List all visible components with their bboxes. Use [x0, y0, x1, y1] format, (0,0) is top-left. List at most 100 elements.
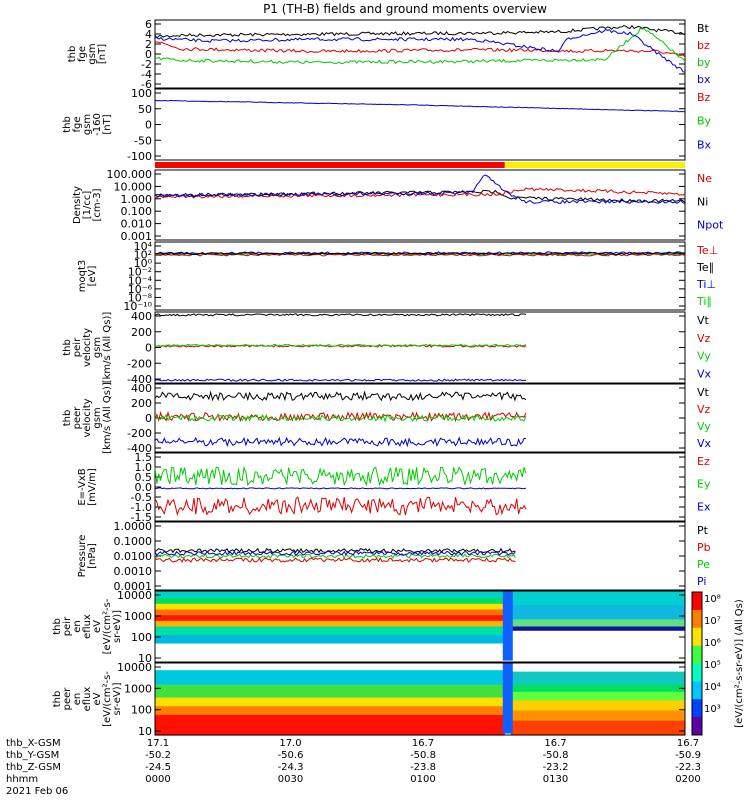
y-tick-label: 200 — [131, 397, 152, 410]
panel-frame — [154, 311, 686, 384]
y-tick-label: 100 — [131, 704, 152, 717]
y-axis-label: E=-VxB — [77, 468, 88, 505]
series-Ez — [154, 496, 527, 517]
y-axis-label: peer — [62, 687, 73, 711]
y-tick-label: 0.5 — [135, 471, 153, 484]
x-tick-value: 0200 — [675, 774, 700, 785]
y-tick-label: 0.0001 — [114, 580, 153, 593]
spectrogram — [155, 663, 685, 736]
y-tick-label: 10 — [138, 652, 152, 665]
y-axis-label: thb — [62, 339, 73, 356]
y-axis-label: fge — [72, 116, 83, 132]
series-Ex — [154, 487, 527, 490]
y-tick-label: 4 — [145, 28, 152, 41]
x-tick-value: 16.7 — [677, 738, 699, 749]
y-tick-label: -50 — [134, 134, 152, 147]
x-tick-value: 17.0 — [279, 738, 301, 749]
y-axis-label: -160 — [92, 113, 103, 136]
series-Vz — [154, 344, 527, 348]
y-tick-label: -400 — [127, 442, 152, 455]
legend-Vt: Vt — [697, 386, 710, 399]
transition-band — [502, 591, 513, 661]
y-tick-label: -200 — [127, 427, 152, 440]
legend-Te∥: Te∥ — [696, 261, 714, 274]
legend-bz: bz — [697, 39, 710, 52]
legend-Vx: Vx — [697, 367, 712, 380]
legend-Ti⊥: Ti⊥ — [696, 278, 716, 291]
legend-Ez: Ez — [697, 455, 710, 468]
panel-9: 10000 1000 100 10 thb peir en eflux eV [eV/(cm²-s… — [52, 589, 686, 665]
series-Vy — [154, 413, 527, 423]
y-axis-label: [eV] — [87, 266, 98, 287]
spectrogram — [155, 591, 685, 663]
y-axis-label: eV — [92, 620, 103, 633]
y-axis-label: peer — [72, 406, 83, 430]
y-axis-label: [mV/m] — [87, 468, 98, 506]
legend-Ex: Ex — [697, 500, 711, 513]
y-tick-label: -1.5 — [131, 511, 152, 524]
colorbar-label: [eV/(cm²-s-sr-eV)] (All Qs) — [734, 599, 745, 728]
x-row-label: hhmm — [6, 774, 38, 785]
y-tick-label: -1.0 — [131, 501, 152, 514]
series-Pi — [154, 550, 516, 557]
legend-Vx: Vx — [697, 437, 712, 450]
y-tick-label: 10⁻² — [128, 266, 152, 279]
x-tick-value: 16.7 — [544, 738, 566, 749]
y-axis-label: [km/s (All Qs)] — [102, 382, 113, 454]
y-tick-label: 10⁻⁶ — [128, 283, 153, 296]
legend-Vz: Vz — [697, 332, 711, 345]
y-tick-label: 10² — [134, 249, 152, 262]
y-tick-label: 6 — [145, 18, 152, 31]
y-tick-label: 1000 — [124, 610, 152, 623]
legend-Pi: Pi — [697, 575, 706, 588]
y-tick-label: 1.5 — [135, 451, 153, 464]
y-axis-label: [km/s (All Qs)] — [102, 312, 113, 384]
y-axis-label: thb — [62, 116, 73, 133]
y-tick-label: -6 — [141, 78, 152, 91]
y-tick-label: 0 — [145, 342, 152, 355]
series-Vy — [154, 343, 527, 347]
y-tick-label: 0 — [145, 48, 152, 61]
y-tick-label: 400 — [131, 382, 152, 395]
colorbar-tick: 10³ — [704, 704, 721, 715]
x-tick-value: 0000 — [145, 774, 170, 785]
y-tick-label: 10⁻⁴ — [128, 274, 153, 287]
y-axis-label: gsm — [87, 43, 98, 64]
legend-bx: bx — [697, 73, 711, 86]
series-Vt — [154, 313, 527, 317]
y-tick-label: 0.100 — [121, 205, 153, 218]
y-tick-label: 10⁻⁸ — [128, 291, 153, 304]
legend-Ne: Ne — [697, 172, 712, 185]
y-tick-label: -4 — [141, 68, 152, 81]
y-tick-label: -0.5 — [131, 491, 152, 504]
series-Vx — [154, 436, 527, 448]
y-axis-label: [nPa] — [87, 543, 98, 569]
series-Bx — [154, 99, 686, 113]
x-tick-value: -24.3 — [278, 762, 304, 773]
x-row-label: thb_X-GSM — [6, 738, 61, 749]
x-row-label: thb_Z-GSM — [6, 762, 61, 773]
y-axis-label: velocity — [82, 328, 93, 367]
y-tick-label: 10⁴ — [134, 240, 153, 253]
legend-Vy: Vy — [697, 350, 711, 363]
colorbar-tick: 10⁷ — [704, 616, 721, 627]
y-axis-label: Density — [72, 186, 83, 224]
legend-Ni: Ni — [697, 195, 708, 208]
colorbar-tick: 10⁶ — [704, 638, 721, 649]
series-bx — [154, 28, 686, 73]
y-axis-label: [nT] — [102, 114, 113, 134]
series-bz — [154, 41, 686, 58]
y-tick-label: 0.1000 — [114, 535, 153, 548]
x-tick-value: 0130 — [543, 774, 568, 785]
series-Npot — [154, 174, 686, 204]
y-tick-label: 0.0100 — [114, 550, 153, 563]
y-axis-label: [cm-3] — [92, 188, 103, 221]
legend-Ey: Ey — [697, 478, 711, 491]
colorbar-tick: 10⁴ — [704, 682, 721, 693]
legend-Pe: Pe — [697, 558, 710, 571]
y-tick-label: 100.000 — [107, 168, 153, 181]
y-tick-label: 2 — [145, 38, 152, 51]
